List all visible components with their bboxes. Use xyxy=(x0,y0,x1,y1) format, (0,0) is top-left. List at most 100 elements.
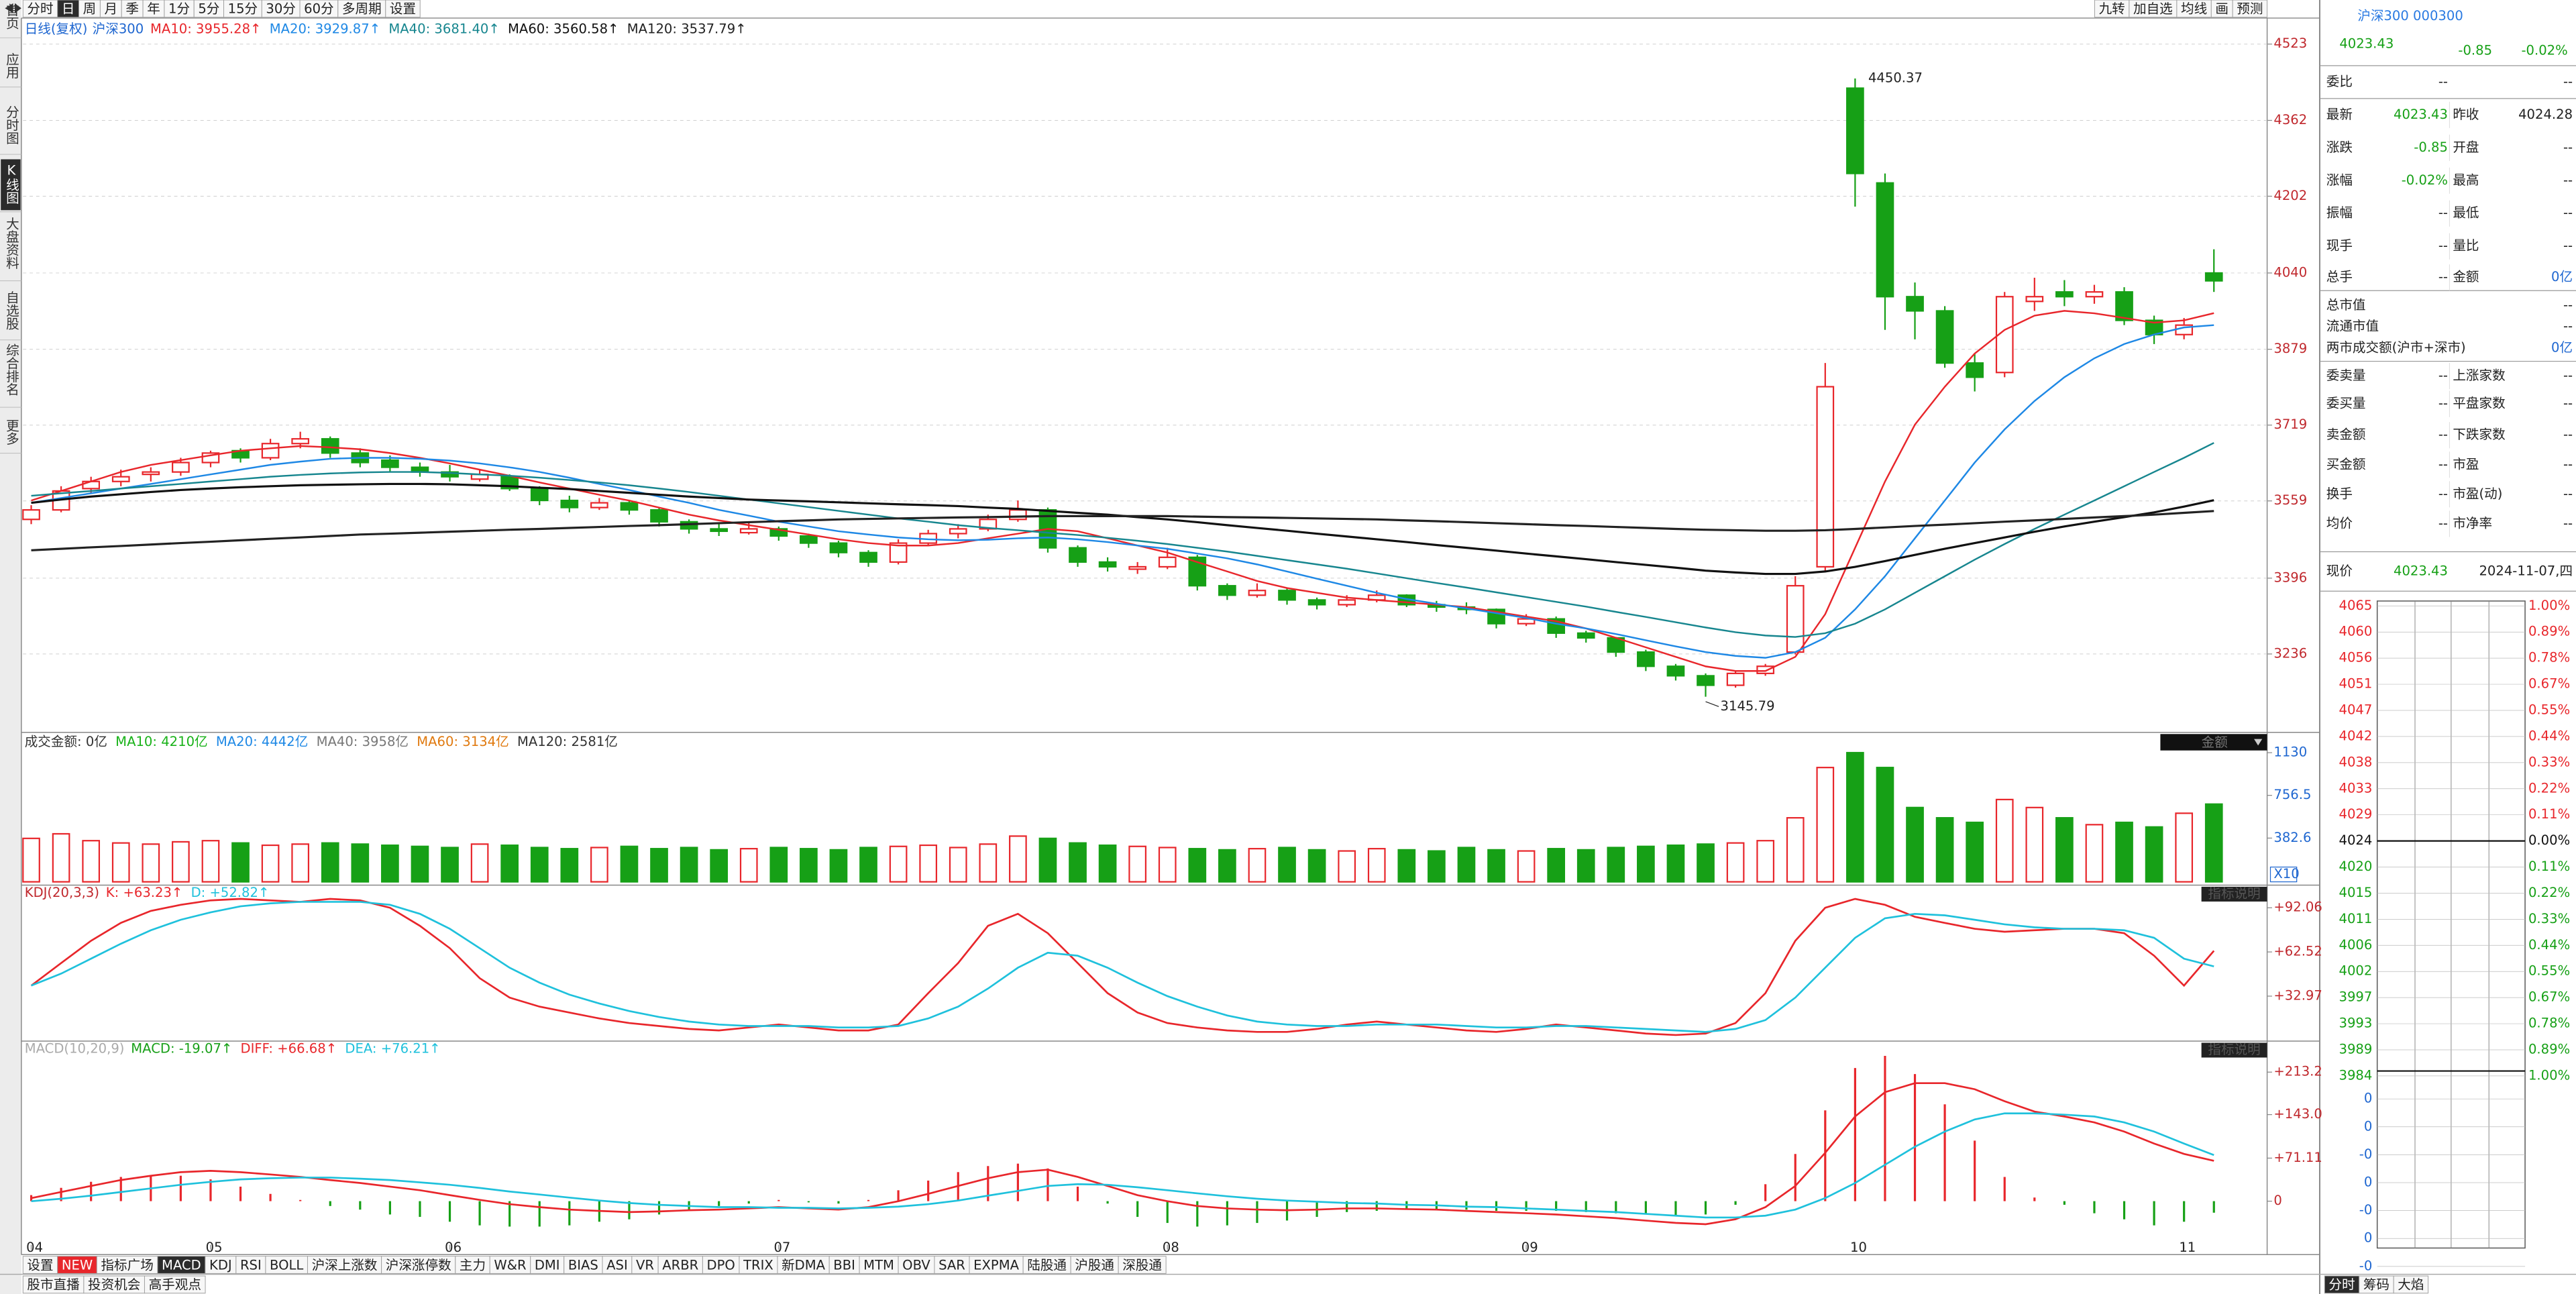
sidebar-item[interactable]: 分时图 xyxy=(3,105,19,145)
bottom-tab-label[interactable]: 高手观点 xyxy=(149,1277,201,1293)
indicator-tab[interactable] xyxy=(205,1256,237,1274)
indicator-tab-label[interactable]: BOLL xyxy=(270,1257,303,1273)
sidebar-item[interactable]: K线图 xyxy=(3,162,19,204)
indicator-tab-label[interactable]: MACD xyxy=(162,1257,201,1273)
tool-tab[interactable] xyxy=(2094,0,2130,18)
indicator-tab[interactable] xyxy=(564,1256,603,1274)
explain-button[interactable]: 指标说明 xyxy=(2208,885,2260,901)
indicator-tab[interactable] xyxy=(777,1256,830,1274)
indicator-tab-label[interactable]: 沪深上涨数 xyxy=(312,1257,378,1273)
indicator-tab[interactable] xyxy=(702,1256,740,1274)
indicator-tab-label[interactable]: EXPMA xyxy=(973,1257,1019,1273)
prev-arrow[interactable] xyxy=(5,3,13,13)
period-tab-label[interactable]: 季 xyxy=(125,1,139,17)
indicator-tab-label[interactable]: W&R xyxy=(494,1257,527,1273)
indicator-tab-label[interactable]: ARBR xyxy=(662,1257,698,1273)
bottom-tab-label[interactable]: 投资机会 xyxy=(88,1277,140,1293)
indicator-tab[interactable] xyxy=(455,1256,490,1274)
indicator-tab[interactable] xyxy=(265,1256,308,1274)
tool-tab[interactable] xyxy=(2176,0,2212,18)
indicator-tab[interactable] xyxy=(22,1256,58,1274)
sidebar-item[interactable]: 自选股 xyxy=(3,290,19,330)
indicator-tab-label[interactable]: ASI xyxy=(606,1257,628,1273)
indicator-tab-label[interactable]: BIAS xyxy=(568,1257,598,1273)
mode-button-bg[interactable] xyxy=(2160,734,2267,751)
indicator-tab-label[interactable]: VR xyxy=(636,1257,654,1273)
next-arrow[interactable] xyxy=(15,3,21,13)
sidebar-item[interactable]: 首页 xyxy=(3,3,19,30)
mode-button[interactable]: 金额 xyxy=(2202,735,2229,750)
indicator-tab-label[interactable]: NEW xyxy=(62,1257,93,1273)
indicator-tab[interactable] xyxy=(934,1256,970,1274)
indicator-tab-label[interactable]: 陆股通 xyxy=(1027,1257,1067,1273)
period-tab[interactable] xyxy=(337,0,386,18)
indicator-tab[interactable] xyxy=(381,1256,456,1274)
sidebar-item[interactable]: 应用 xyxy=(3,52,19,78)
indicator-tab[interactable] xyxy=(1070,1256,1119,1274)
indicator-tab-label[interactable]: SAR xyxy=(938,1257,965,1273)
bottom-tab[interactable] xyxy=(144,1275,206,1294)
indicator-tab[interactable] xyxy=(898,1256,935,1274)
quote-tab-label[interactable]: 筹码 xyxy=(2363,1277,2390,1293)
tool-tab-label[interactable]: 画 xyxy=(2215,1,2229,17)
period-tab-label[interactable]: 30分 xyxy=(266,1,296,17)
period-tab-label[interactable]: 1分 xyxy=(168,1,190,17)
tool-tab-label[interactable]: 均线 xyxy=(2181,1,2207,17)
quote-tab-label[interactable]: 大焰 xyxy=(2398,1277,2424,1293)
indicator-tab[interactable] xyxy=(631,1256,659,1274)
indicator-tab-label[interactable]: MTM xyxy=(863,1257,894,1273)
indicator-tab[interactable] xyxy=(1118,1256,1167,1274)
period-tab-label[interactable]: 周 xyxy=(83,1,97,17)
explain-button[interactable]: 指标说明 xyxy=(2208,1042,2260,1057)
period-tab[interactable] xyxy=(142,0,165,18)
indicator-tab[interactable] xyxy=(969,1256,1024,1274)
indicator-tab[interactable] xyxy=(602,1256,633,1274)
tool-tab[interactable] xyxy=(2210,0,2233,18)
indicator-tab-label[interactable]: 设置 xyxy=(27,1257,53,1273)
explain-button-bg[interactable] xyxy=(2201,886,2267,902)
period-tab-label[interactable]: 年 xyxy=(147,1,160,17)
period-tab[interactable] xyxy=(78,0,101,18)
quote-tab[interactable] xyxy=(2324,1275,2360,1294)
indicator-tab[interactable] xyxy=(1022,1256,1071,1274)
tool-tab-label[interactable]: 预测 xyxy=(2237,1,2263,17)
bottom-tab[interactable] xyxy=(83,1275,145,1294)
period-tab[interactable] xyxy=(193,0,225,18)
indicator-tab-label[interactable]: DMI xyxy=(535,1257,560,1273)
indicator-tab-label[interactable]: 沪股通 xyxy=(1075,1257,1114,1273)
indicator-tab[interactable] xyxy=(307,1256,382,1274)
tool-tab[interactable] xyxy=(2129,0,2178,18)
indicator-tab-label[interactable]: 指标广场 xyxy=(101,1257,153,1273)
period-tab-label[interactable]: 月 xyxy=(105,1,118,17)
period-tab-label[interactable]: 60分 xyxy=(304,1,334,17)
period-tab[interactable] xyxy=(164,0,195,18)
quote-tab[interactable] xyxy=(2393,1275,2429,1294)
indicator-tab[interactable] xyxy=(530,1256,565,1274)
indicator-tab-label[interactable]: KDJ xyxy=(209,1257,232,1273)
indicator-tab[interactable] xyxy=(859,1256,899,1274)
indicator-tab[interactable] xyxy=(828,1256,860,1274)
indicator-tab[interactable] xyxy=(489,1256,531,1274)
indicator-tab-label[interactable]: TRIX xyxy=(743,1257,773,1273)
tool-tab[interactable] xyxy=(2232,0,2268,18)
period-tab-label[interactable]: 日 xyxy=(62,1,75,17)
indicator-tab-label[interactable]: 沪深涨停数 xyxy=(386,1257,451,1273)
period-tab-label[interactable]: 15分 xyxy=(228,1,258,17)
indicator-tab-label[interactable]: OBV xyxy=(902,1257,930,1273)
quote-tab-label[interactable]: 分时 xyxy=(2328,1277,2355,1293)
indicator-tab-label[interactable]: DPO xyxy=(707,1257,735,1273)
sidebar-item[interactable]: 更多 xyxy=(3,419,19,445)
quote-tab[interactable] xyxy=(2359,1275,2394,1294)
indicator-tab-label[interactable]: 主力 xyxy=(460,1257,486,1273)
sidebar-item[interactable]: 大盘资料 xyxy=(3,217,19,269)
indicator-tab[interactable] xyxy=(157,1256,206,1274)
indicator-tab-label[interactable]: 新DMA xyxy=(782,1257,826,1273)
sidebar-item[interactable]: 综合排名 xyxy=(3,343,19,396)
indicator-tab-label[interactable]: RSI xyxy=(240,1257,262,1273)
period-tab-label[interactable]: 分时 xyxy=(27,1,53,17)
tool-tab-label[interactable]: 加自选 xyxy=(2133,1,2173,17)
bottom-tab-label[interactable]: 股市直播 xyxy=(27,1277,80,1293)
period-tab-label[interactable]: 多周期 xyxy=(342,1,382,17)
indicator-tab-label[interactable]: 深股通 xyxy=(1122,1257,1162,1273)
period-tab[interactable] xyxy=(385,0,421,18)
